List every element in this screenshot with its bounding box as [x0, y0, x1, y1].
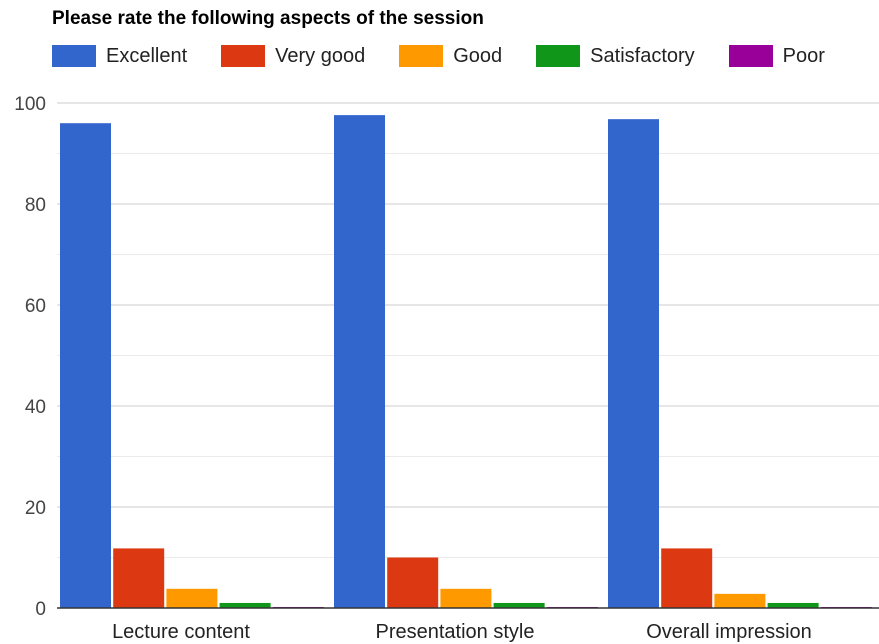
legend-item-poor: Poor [728, 44, 825, 68]
legend-swatch-good [399, 45, 444, 67]
y-tick-label: 40 [25, 397, 46, 418]
y-tick-label: 100 [14, 94, 46, 115]
bar-very-good [661, 548, 713, 608]
bar-satisfactory [767, 602, 819, 608]
bar-good [714, 593, 766, 608]
bar-good [440, 588, 492, 608]
legend-label-excellent: Excellent [106, 44, 188, 67]
bar-satisfactory [493, 602, 545, 608]
chart-title: Please rate the following aspects of the… [52, 8, 484, 29]
bar-excellent [334, 115, 385, 609]
y-tick-label: 0 [35, 599, 46, 620]
legend-swatch-very-good [221, 45, 266, 67]
y-tick-label: 20 [25, 498, 46, 519]
bar-very-good [113, 548, 165, 608]
legend-swatch-satisfactory [536, 45, 581, 67]
bar-excellent [60, 123, 111, 608]
legend-item-excellent: Excellent [52, 45, 187, 68]
bar-excellent [608, 119, 659, 608]
legend-label-very-good: Very good [275, 44, 366, 67]
legend-label-satisfactory: Satisfactory [590, 44, 695, 67]
x-category-label: Lecture content [112, 621, 250, 643]
bar-satisfactory [219, 602, 271, 608]
legend-item-good: Good [399, 45, 502, 68]
y-tick-label: 80 [25, 195, 46, 216]
legend-label-good: Good [453, 44, 503, 67]
legend-label-poor: Poor [782, 44, 825, 67]
legend-swatch-poor [728, 45, 773, 67]
x-category-label: Presentation style [376, 621, 535, 643]
y-tick-label: 60 [25, 296, 46, 317]
chart-legend: Excellent Very good Good Satisfactory Po… [52, 41, 825, 71]
legend-swatch-excellent [52, 45, 96, 67]
legend-item-satisfactory: Satisfactory [536, 44, 695, 68]
bar-very-good [387, 557, 439, 608]
legend-item-very-good: Very good [221, 45, 365, 68]
x-category-label: Overall impression [646, 621, 812, 643]
bar-good [166, 588, 218, 608]
